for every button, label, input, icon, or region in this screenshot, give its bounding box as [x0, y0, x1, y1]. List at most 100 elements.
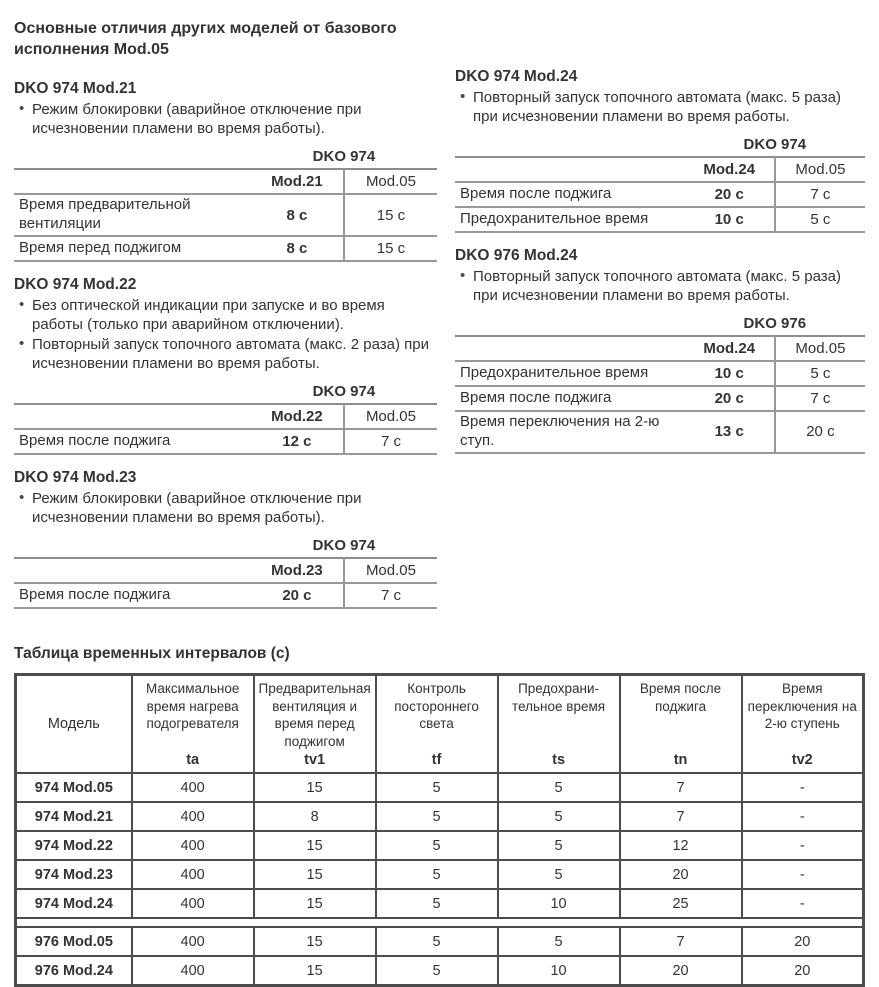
cell-value: 5: [374, 955, 499, 987]
column-header-base: Mod.05: [342, 558, 437, 584]
cell-value: 15: [252, 859, 377, 891]
time-intervals-table: Модель Максимальное время нагрева подогр…: [14, 673, 865, 987]
list-item: Режим блокировки (аварийное отключение п…: [14, 488, 437, 527]
table-row: Mod.22 Mod.05: [14, 404, 437, 429]
model-cell: 974 Mod.21: [14, 801, 133, 833]
column-header: Максимальное время нагрева подогревателя…: [130, 673, 255, 775]
table-row: 976 Mod.24 400 15 5 10 20 20: [14, 955, 865, 987]
cell-value: -: [740, 888, 865, 920]
cell-value: 400: [130, 888, 255, 920]
cell-value: 25: [618, 888, 743, 920]
table-row: Предохранительное время 10 с 5 с: [455, 361, 865, 387]
empty-cell: [14, 558, 251, 583]
cell-value: 20 с: [773, 411, 865, 453]
left-column: Основные отличия других моделей от базов…: [14, 14, 437, 623]
section-dko974-mod23: DKO 974 Mod.23 Режим блокировки (аварийн…: [14, 469, 437, 609]
cell-value: -: [740, 859, 865, 891]
intervals-table-title: Таблица временных интервалов (с): [14, 645, 290, 663]
list-item: Повторный запуск топочного автомата (мак…: [14, 334, 437, 373]
feature-list: Повторный запуск топочного автомата (мак…: [455, 266, 865, 305]
table-row: 974 Mod.24 400 15 5 10 25 -: [14, 888, 865, 920]
two-column-layout: Основные отличия других моделей от базов…: [14, 14, 865, 623]
empty-cell: [14, 404, 251, 429]
empty-cell: [14, 145, 251, 169]
brand-header: DKO 974: [312, 148, 376, 166]
brand-header: DKO 974: [743, 136, 807, 154]
table-row: DKO 974: [14, 534, 437, 559]
table-row: DKO 974: [14, 145, 437, 170]
cell-value: 8: [252, 801, 377, 833]
cell-value: 12: [618, 830, 743, 862]
column-header-mod: Mod.24: [703, 161, 756, 179]
row-label: Время перед поджигом: [19, 238, 182, 256]
model-cell: 974 Mod.23: [14, 859, 133, 891]
cell-value: 15: [252, 926, 377, 958]
cell-value: 7: [618, 926, 743, 958]
column-symbol: tf: [431, 752, 442, 769]
cell-value: 400: [130, 830, 255, 862]
cell-value: -: [740, 801, 865, 833]
cell-value: 7 с: [342, 429, 437, 454]
table-row: Mod.24 Mod.05: [455, 336, 865, 362]
column-symbol: tv1: [304, 752, 326, 769]
cell-value: 10 с: [714, 365, 744, 383]
cell-value: 5: [374, 888, 499, 920]
column-header-mod: Mod.22: [271, 408, 323, 425]
table-row: Mod.23 Mod.05: [14, 558, 437, 584]
empty-cell: [455, 157, 685, 182]
feature-list: Режим блокировки (аварийное отключение п…: [14, 99, 437, 138]
column-header-mod: Mod.23: [271, 562, 323, 580]
cell-value: 20: [740, 926, 865, 958]
table-row: Mod.24 Mod.05: [455, 157, 865, 183]
empty-cell: [14, 380, 251, 404]
cell-value: 5: [496, 926, 621, 958]
table-row: 976 Mod.05 400 15 5 5 7 20: [14, 926, 865, 958]
table-row: 974 Mod.23 400 15 5 5 20 -: [14, 859, 865, 891]
list-item: Режим блокировки (аварийное отключение п…: [14, 99, 437, 138]
section-title: DKO 974 Mod.24: [455, 68, 578, 85]
feature-list: Режим блокировки (аварийное отключение п…: [14, 488, 437, 527]
row-label: Предохранительное время: [460, 364, 649, 382]
empty-cell: [455, 312, 685, 336]
cell-value: -: [740, 830, 865, 862]
row-label: Время после поджига: [19, 586, 171, 604]
cell-value: 8 с: [286, 206, 308, 224]
section-dko974-mod21: DKO 974 Mod.21 Режим блокировки (аварийн…: [14, 80, 437, 262]
cell-value: -: [740, 772, 865, 804]
cell-value: 5: [374, 859, 499, 891]
row-label: Время переключения на 2-ю ступ.: [460, 413, 660, 449]
table-row: Mod.21 Mod.05: [14, 169, 437, 195]
cell-value: 7 с: [773, 182, 865, 208]
row-label: Время после поджига: [460, 389, 612, 407]
cell-value: 5: [374, 772, 499, 804]
section-title: DKO 976 Mod.24: [455, 247, 578, 265]
brand-header: DKO 974: [312, 537, 376, 555]
model-cell: 974 Mod.22: [14, 830, 133, 862]
comparison-table: DKO 976 Mod.24 Mod.05 Предохранительное …: [455, 312, 865, 454]
cell-value: 15: [252, 888, 377, 920]
brand-header: DKO 974: [312, 383, 376, 400]
comparison-table: DKO 974 Mod.23 Mod.05 Время после поджиг…: [14, 534, 437, 609]
cell-value: 5: [496, 801, 621, 833]
row-label: Предохранительное время: [460, 210, 649, 228]
empty-cell: [14, 169, 251, 194]
column-header-base: Mod.05: [342, 169, 437, 195]
right-column: DKO 974 Mod.24 Повторный запуск топочног…: [455, 14, 865, 623]
cell-value: 5 с: [773, 207, 865, 233]
section-dko974-mod22: DKO 974 Mod.22 Без оптической индикации …: [14, 276, 437, 455]
cell-value: 13 с: [714, 423, 744, 441]
column-header-label: Максимальное время нагрева подогревателя: [145, 681, 240, 732]
section-title: DKO 974 Mod.22: [14, 275, 137, 293]
column-header-label: Предварительная вентиляция и время перед…: [258, 681, 371, 749]
cell-value: 7: [618, 772, 743, 804]
cell-value: 10 с: [714, 211, 744, 229]
cell-value: 400: [130, 926, 255, 958]
cell-value: 8 с: [286, 239, 308, 257]
row-label: Время после поджига: [19, 432, 171, 450]
cell-value: 15: [252, 830, 377, 862]
table-row: Время после поджига 12 с 7 с: [14, 429, 437, 454]
table-row: Время перед поджигом 8 с 15 с: [14, 235, 437, 261]
column-header-mod: Mod.21: [271, 173, 323, 191]
column-header-base: Mod.05: [773, 336, 865, 362]
list-item: Повторный запуск топочного автомата (мак…: [455, 266, 865, 305]
